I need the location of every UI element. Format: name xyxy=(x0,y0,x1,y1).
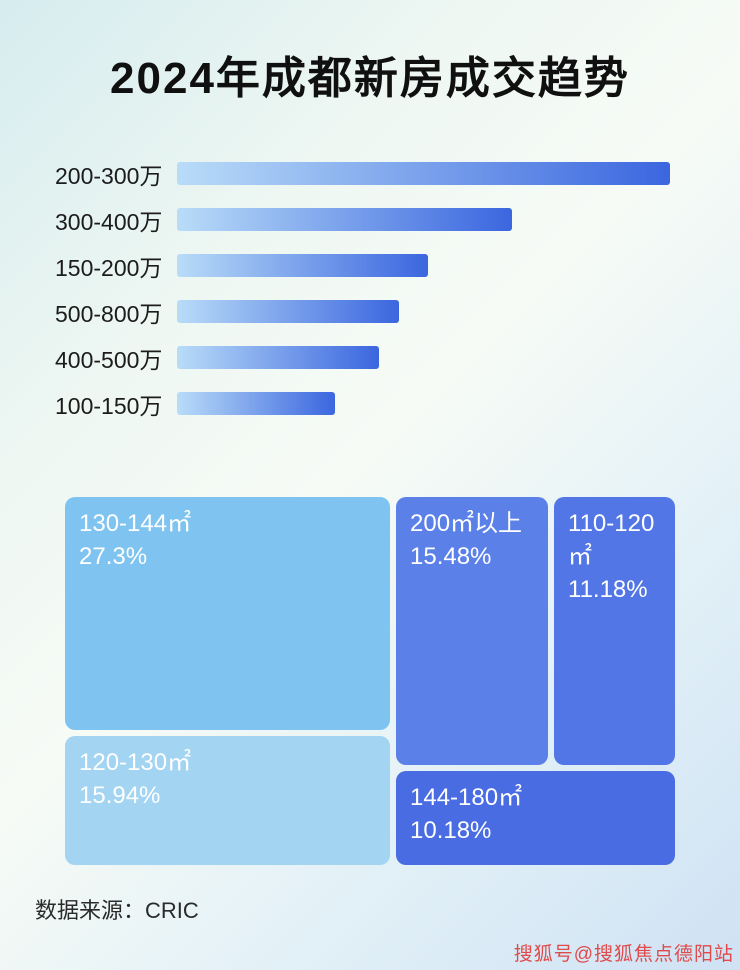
treemap-block-label: 110-120㎡ xyxy=(568,510,655,571)
price-range-bar-chart: 200-300万 300-400万 150-200万 500-800万 400-… xyxy=(0,162,740,419)
data-source-label: 数据来源：CRIC xyxy=(35,898,199,923)
bar-label: 500-800万 xyxy=(55,300,163,327)
bar-track xyxy=(177,162,670,185)
treemap-block: 200㎡以上 15.48% xyxy=(396,497,548,765)
bar-track xyxy=(177,300,670,323)
bar-fill xyxy=(177,208,513,231)
bar-track xyxy=(177,392,670,415)
treemap-block: 120-130㎡ 15.94% xyxy=(65,736,390,865)
treemap-block-label: 120-130㎡ xyxy=(79,749,192,776)
bar-label: 300-400万 xyxy=(55,208,163,235)
bar-row: 400-500万 xyxy=(55,346,670,373)
bar-fill xyxy=(177,254,429,277)
bar-label: 400-500万 xyxy=(55,346,163,373)
bar-label: 100-150万 xyxy=(55,392,163,419)
treemap-block-value: 15.94% xyxy=(79,782,161,810)
bar-row: 100-150万 xyxy=(55,392,670,419)
bar-label: 200-300万 xyxy=(55,162,163,189)
bar-fill xyxy=(177,392,335,415)
treemap-block-label: 130-144㎡ xyxy=(79,510,192,537)
treemap-block-label: 200㎡以上 xyxy=(410,510,523,537)
treemap-block-value: 27.3% xyxy=(79,543,148,571)
bar-fill xyxy=(177,346,380,369)
bar-row: 150-200万 xyxy=(55,254,670,281)
bar-fill xyxy=(177,300,399,323)
bar-row: 300-400万 xyxy=(55,208,670,235)
area-range-treemap: 130-144㎡ 27.3% 200㎡以上 15.48% 110-120㎡ 11… xyxy=(65,497,675,865)
treemap-block-value: 10.18% xyxy=(410,817,492,845)
treemap-block: 144-180㎡ 10.18% xyxy=(396,771,675,865)
bar-track xyxy=(177,254,670,277)
treemap-block-value: 15.48% xyxy=(410,543,492,571)
bar-track xyxy=(177,346,670,369)
bar-row: 200-300万 xyxy=(55,162,670,189)
bar-track xyxy=(177,208,670,231)
bar-fill xyxy=(177,162,670,185)
treemap-block-value: 11.18% xyxy=(568,576,648,604)
bar-row: 500-800万 xyxy=(55,300,670,327)
bar-label: 150-200万 xyxy=(55,254,163,281)
treemap-block-label: 144-180㎡ xyxy=(410,784,523,811)
treemap-block: 130-144㎡ 27.3% xyxy=(65,497,390,730)
treemap-block: 110-120㎡ 11.18% xyxy=(554,497,675,765)
page-title: 2024年成都新房成交趋势 xyxy=(110,54,630,103)
watermark-text: 搜狐号@搜狐焦点德阳站 xyxy=(513,944,734,965)
